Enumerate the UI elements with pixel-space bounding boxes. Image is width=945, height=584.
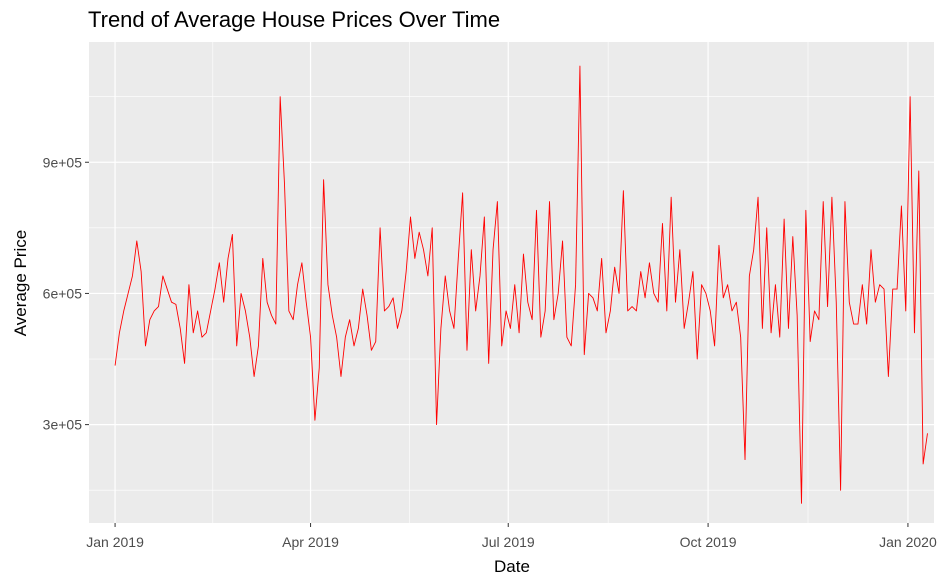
x-tick-label: Jul 2019 — [482, 534, 535, 550]
y-axis: 3e+05 6e+05 9e+05 — [43, 154, 89, 433]
y-tick-label: 9e+05 — [43, 154, 83, 170]
y-tick-label: 6e+05 — [43, 285, 83, 301]
x-tick-label: Jan 2020 — [879, 534, 937, 550]
x-tick-label: Jan 2019 — [86, 534, 144, 550]
y-axis-title: Average Price — [11, 230, 30, 336]
plot-panel — [89, 42, 934, 523]
minor-gridlines — [89, 42, 934, 523]
x-tick-label: Apr 2019 — [282, 534, 339, 550]
series-line — [114, 65, 928, 504]
series-layer — [114, 65, 928, 504]
x-axis: Jan 2019 Apr 2019 Jul 2019 Oct 2019 Jan 2020 — [86, 523, 937, 550]
y-tick-label: 3e+05 — [43, 417, 83, 433]
chart-title: Trend of Average House Prices Over Time — [88, 7, 500, 32]
x-axis-title: Date — [494, 557, 530, 576]
x-tick-label: Oct 2019 — [680, 534, 737, 550]
major-gridlines — [89, 42, 934, 523]
